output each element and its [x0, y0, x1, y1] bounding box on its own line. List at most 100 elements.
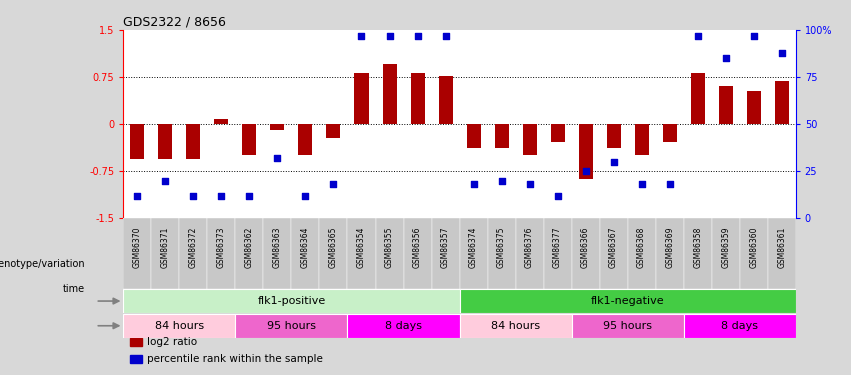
Point: [355, 33, 368, 39]
Text: GSM86377: GSM86377: [553, 226, 562, 268]
Bar: [460, 289, 796, 313]
Point: [523, 181, 536, 187]
Text: GSM86358: GSM86358: [694, 226, 702, 268]
Point: [299, 193, 312, 199]
Bar: [123, 289, 460, 313]
Point: [383, 33, 397, 39]
Text: GSM86369: GSM86369: [665, 226, 674, 268]
Point: [663, 181, 677, 187]
Text: GSM86361: GSM86361: [777, 226, 786, 268]
Text: GSM86370: GSM86370: [133, 226, 142, 268]
Text: percentile rank within the sample: percentile rank within the sample: [147, 354, 323, 364]
Point: [243, 193, 256, 199]
Bar: [243, 124, 256, 155]
Point: [719, 55, 733, 61]
Text: GSM86360: GSM86360: [749, 226, 758, 268]
Text: 95 hours: 95 hours: [603, 321, 652, 331]
Point: [579, 168, 592, 174]
Bar: [410, 73, 425, 124]
Bar: [375, 218, 403, 289]
Bar: [431, 218, 460, 289]
Text: GSM86363: GSM86363: [273, 226, 282, 268]
Bar: [607, 124, 620, 148]
Bar: [683, 218, 711, 289]
Bar: [355, 73, 368, 124]
Text: genotype/variation: genotype/variation: [0, 260, 85, 269]
Point: [494, 177, 508, 183]
Point: [775, 50, 789, 55]
Point: [635, 181, 648, 187]
Text: GSM86366: GSM86366: [581, 226, 590, 268]
Bar: [264, 218, 291, 289]
Text: GSM86364: GSM86364: [301, 226, 310, 268]
Bar: [635, 124, 648, 155]
Point: [551, 193, 564, 199]
Text: GSM86357: GSM86357: [441, 226, 450, 268]
Point: [747, 33, 761, 39]
Bar: [347, 314, 460, 338]
Bar: [291, 218, 319, 289]
Point: [327, 181, 340, 187]
Bar: [516, 218, 544, 289]
Point: [158, 177, 172, 183]
Bar: [544, 218, 572, 289]
Point: [271, 155, 284, 161]
Bar: [460, 314, 572, 338]
Bar: [130, 355, 142, 363]
Bar: [551, 124, 564, 142]
Text: flk1-negative: flk1-negative: [591, 296, 665, 306]
Bar: [130, 338, 142, 346]
Text: 95 hours: 95 hours: [267, 321, 316, 331]
Bar: [572, 218, 600, 289]
Text: 8 days: 8 days: [385, 321, 422, 331]
Point: [130, 193, 144, 199]
Bar: [655, 218, 683, 289]
Bar: [151, 218, 180, 289]
Bar: [158, 124, 173, 159]
Bar: [214, 119, 228, 124]
Bar: [683, 314, 796, 338]
Text: GSM86356: GSM86356: [413, 226, 422, 268]
Text: GSM86371: GSM86371: [161, 226, 170, 268]
Text: GSM86374: GSM86374: [469, 226, 478, 268]
Point: [607, 159, 620, 165]
Bar: [628, 218, 655, 289]
Text: GSM86362: GSM86362: [245, 226, 254, 268]
Bar: [711, 218, 740, 289]
Text: GSM86365: GSM86365: [329, 226, 338, 268]
Point: [466, 181, 480, 187]
Point: [411, 33, 425, 39]
Bar: [299, 124, 312, 155]
Bar: [746, 92, 761, 124]
Text: GSM86354: GSM86354: [357, 226, 366, 268]
Text: 8 days: 8 days: [721, 321, 758, 331]
Bar: [186, 124, 201, 159]
Text: GSM86367: GSM86367: [609, 226, 618, 268]
Text: log2 ratio: log2 ratio: [147, 337, 197, 347]
Bar: [460, 218, 488, 289]
Bar: [466, 124, 481, 148]
Bar: [180, 218, 208, 289]
Bar: [236, 218, 264, 289]
Bar: [347, 218, 375, 289]
Text: time: time: [63, 285, 85, 294]
Bar: [130, 124, 145, 159]
Text: GDS2322 / 8656: GDS2322 / 8656: [123, 16, 226, 29]
Bar: [663, 124, 677, 142]
Point: [186, 193, 200, 199]
Text: GSM86359: GSM86359: [721, 226, 730, 268]
Point: [214, 193, 228, 199]
Text: flk1-positive: flk1-positive: [257, 296, 326, 306]
Point: [439, 33, 453, 39]
Bar: [123, 314, 236, 338]
Text: 84 hours: 84 hours: [155, 321, 204, 331]
Bar: [768, 218, 796, 289]
Bar: [271, 124, 284, 130]
Bar: [600, 218, 627, 289]
Bar: [740, 218, 768, 289]
Text: GSM86355: GSM86355: [385, 226, 394, 268]
Text: 84 hours: 84 hours: [491, 321, 540, 331]
Bar: [774, 81, 789, 124]
Bar: [403, 218, 431, 289]
Bar: [488, 218, 516, 289]
